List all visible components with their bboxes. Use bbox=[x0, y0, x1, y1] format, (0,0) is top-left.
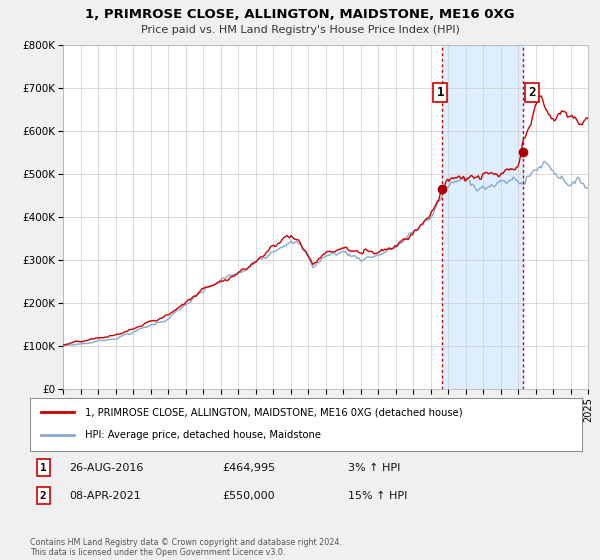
Text: £464,995: £464,995 bbox=[222, 463, 275, 473]
Text: 1: 1 bbox=[40, 463, 47, 473]
Text: 1, PRIMROSE CLOSE, ALLINGTON, MAIDSTONE, ME16 0XG (detached house): 1, PRIMROSE CLOSE, ALLINGTON, MAIDSTONE,… bbox=[85, 408, 463, 418]
Text: 2: 2 bbox=[40, 491, 47, 501]
Text: Price paid vs. HM Land Registry's House Price Index (HPI): Price paid vs. HM Land Registry's House … bbox=[140, 25, 460, 35]
Text: Contains HM Land Registry data © Crown copyright and database right 2024.
This d: Contains HM Land Registry data © Crown c… bbox=[30, 538, 342, 557]
Text: 2: 2 bbox=[528, 86, 536, 99]
Text: 1: 1 bbox=[436, 86, 444, 99]
Text: 26-AUG-2016: 26-AUG-2016 bbox=[69, 463, 143, 473]
Text: 1, PRIMROSE CLOSE, ALLINGTON, MAIDSTONE, ME16 0XG: 1, PRIMROSE CLOSE, ALLINGTON, MAIDSTONE,… bbox=[85, 8, 515, 21]
Bar bbox=[442, 45, 523, 389]
Text: £550,000: £550,000 bbox=[222, 491, 275, 501]
Text: 15% ↑ HPI: 15% ↑ HPI bbox=[348, 491, 407, 501]
Text: 08-APR-2021: 08-APR-2021 bbox=[69, 491, 141, 501]
Text: HPI: Average price, detached house, Maidstone: HPI: Average price, detached house, Maid… bbox=[85, 430, 321, 440]
Text: 3% ↑ HPI: 3% ↑ HPI bbox=[348, 463, 400, 473]
